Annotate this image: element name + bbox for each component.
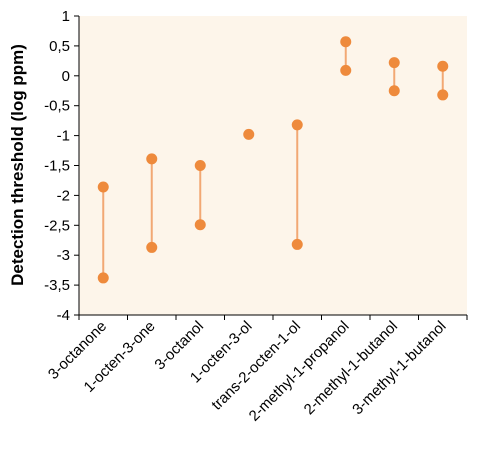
marker-high — [146, 153, 158, 165]
y-tick-label: 0 — [62, 68, 70, 85]
y-tick-label: -1 — [57, 128, 70, 145]
marker-low — [146, 241, 158, 253]
marker-high — [97, 181, 109, 193]
y-axis-title: Detection threshold (log ppm) — [8, 44, 27, 286]
y-tick-label: -1,5 — [44, 158, 70, 175]
marker-low — [97, 272, 109, 284]
marker-high — [243, 128, 255, 140]
y-tick-label: -0,5 — [44, 98, 70, 115]
marker-low — [340, 64, 352, 76]
y-tick-label: -4 — [57, 307, 70, 324]
y-tick-label: -3 — [57, 247, 70, 264]
marker-low — [291, 238, 303, 250]
marker-high — [194, 160, 206, 171]
marker-low — [437, 89, 449, 101]
y-tick-label: -3,5 — [44, 277, 70, 294]
plot-area-background — [79, 16, 467, 315]
y-tick-label: -2,5 — [44, 217, 70, 234]
y-axis-tick-labels: 1 0,5 0 -0,5 -1 -1,5 -2 -2,5 -3 -3,5 -4 — [44, 8, 70, 324]
x-axis-tick-labels: 3-octanone1-octen-3-one3-octanol1-octen-… — [45, 318, 450, 425]
marker-high — [437, 60, 449, 72]
y-tick-label: 0,5 — [49, 38, 70, 55]
y-tick-label: -2 — [57, 187, 70, 204]
x-tick-label: trans-2-octen-1-ol — [208, 318, 304, 414]
marker-high — [291, 119, 303, 131]
marker-high — [340, 36, 352, 48]
marker-low — [388, 85, 400, 97]
x-tick-label: 3-methyl-1-butanol — [349, 318, 449, 418]
y-tick-label: 1 — [62, 8, 70, 25]
data-markers — [97, 36, 449, 284]
marker-high — [388, 57, 400, 69]
y-axis-ticks — [74, 15, 79, 316]
x-axis-ticks — [78, 315, 468, 320]
marker-low — [194, 219, 206, 231]
